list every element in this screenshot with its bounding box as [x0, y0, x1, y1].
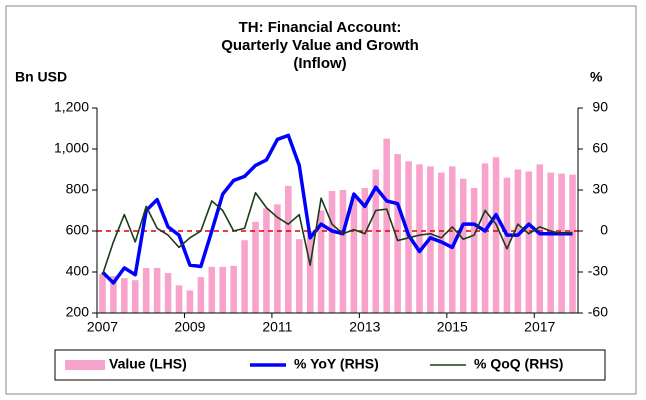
- legend-label: % QoQ (RHS): [474, 356, 563, 372]
- bar: [459, 178, 467, 313]
- bar: [142, 267, 150, 313]
- y-tick-label: 400: [66, 263, 90, 279]
- y2-tick-label: -60: [588, 304, 608, 320]
- bar: [481, 163, 489, 313]
- bar: [306, 231, 314, 313]
- y2-tick-label: 90: [592, 99, 608, 115]
- bar: [263, 208, 270, 313]
- bar: [99, 274, 106, 313]
- bar: [339, 190, 347, 313]
- y2-axis-label: %: [590, 69, 603, 85]
- bar: [514, 169, 522, 313]
- bar: [569, 174, 576, 313]
- bar: [350, 196, 358, 313]
- bar: [252, 221, 259, 313]
- bar: [153, 267, 161, 313]
- legend-label: % YoY (RHS): [294, 356, 379, 372]
- bar: [164, 273, 172, 313]
- bar: [186, 290, 194, 313]
- y-tick-label: 200: [66, 304, 90, 320]
- chart-title: (Inflow): [293, 55, 346, 72]
- bar: [503, 177, 511, 313]
- x-tick-label: 2013: [349, 319, 380, 335]
- y-tick-label: 800: [66, 181, 90, 197]
- y2-tick-label: -30: [588, 263, 608, 279]
- bar: [317, 210, 325, 313]
- chart-title: TH: Financial Account:: [239, 19, 402, 36]
- bar: [241, 240, 248, 313]
- y-axis-label: Bn USD: [15, 69, 67, 85]
- y-tick-label: 1,200: [54, 99, 89, 115]
- bar: [110, 276, 117, 313]
- bar: [525, 171, 533, 313]
- bar: [492, 157, 500, 313]
- x-tick-label: 2011: [262, 319, 292, 335]
- bar: [175, 285, 183, 313]
- bar: [274, 204, 281, 313]
- line-series: [101, 133, 573, 285]
- bar: [328, 191, 336, 313]
- line-series: [101, 191, 573, 275]
- y-tick-label: 1,000: [54, 140, 89, 156]
- bar: [295, 239, 303, 313]
- legend-swatch: [65, 360, 105, 370]
- bar: [230, 265, 237, 313]
- bar: [547, 172, 554, 313]
- bar: [536, 164, 544, 313]
- bar: [197, 277, 205, 313]
- bar: [131, 280, 139, 313]
- bar: [383, 138, 390, 313]
- bar: [219, 266, 226, 313]
- bar: [285, 185, 292, 313]
- y-tick-label: 600: [66, 222, 90, 238]
- x-tick-label: 2017: [524, 319, 555, 335]
- y2-tick-label: 0: [600, 222, 608, 238]
- bar: [121, 278, 128, 313]
- bar: [449, 166, 456, 313]
- bar: [372, 169, 380, 313]
- bar: [558, 173, 565, 313]
- legend-box: [54, 349, 606, 381]
- x-tick-label: 2009: [174, 319, 205, 335]
- x-tick-label: 2007: [87, 319, 118, 335]
- chart-title: Quarterly Value and Growth: [221, 37, 419, 54]
- x-tick-label: 2015: [437, 319, 468, 335]
- bar: [361, 187, 369, 313]
- bar: [208, 266, 216, 313]
- bar: [416, 164, 423, 313]
- bar: [470, 187, 478, 313]
- y2-tick-label: 60: [592, 140, 608, 156]
- y2-tick-label: 30: [592, 181, 608, 197]
- bar: [394, 154, 401, 313]
- legend-label: Value (LHS): [109, 356, 187, 372]
